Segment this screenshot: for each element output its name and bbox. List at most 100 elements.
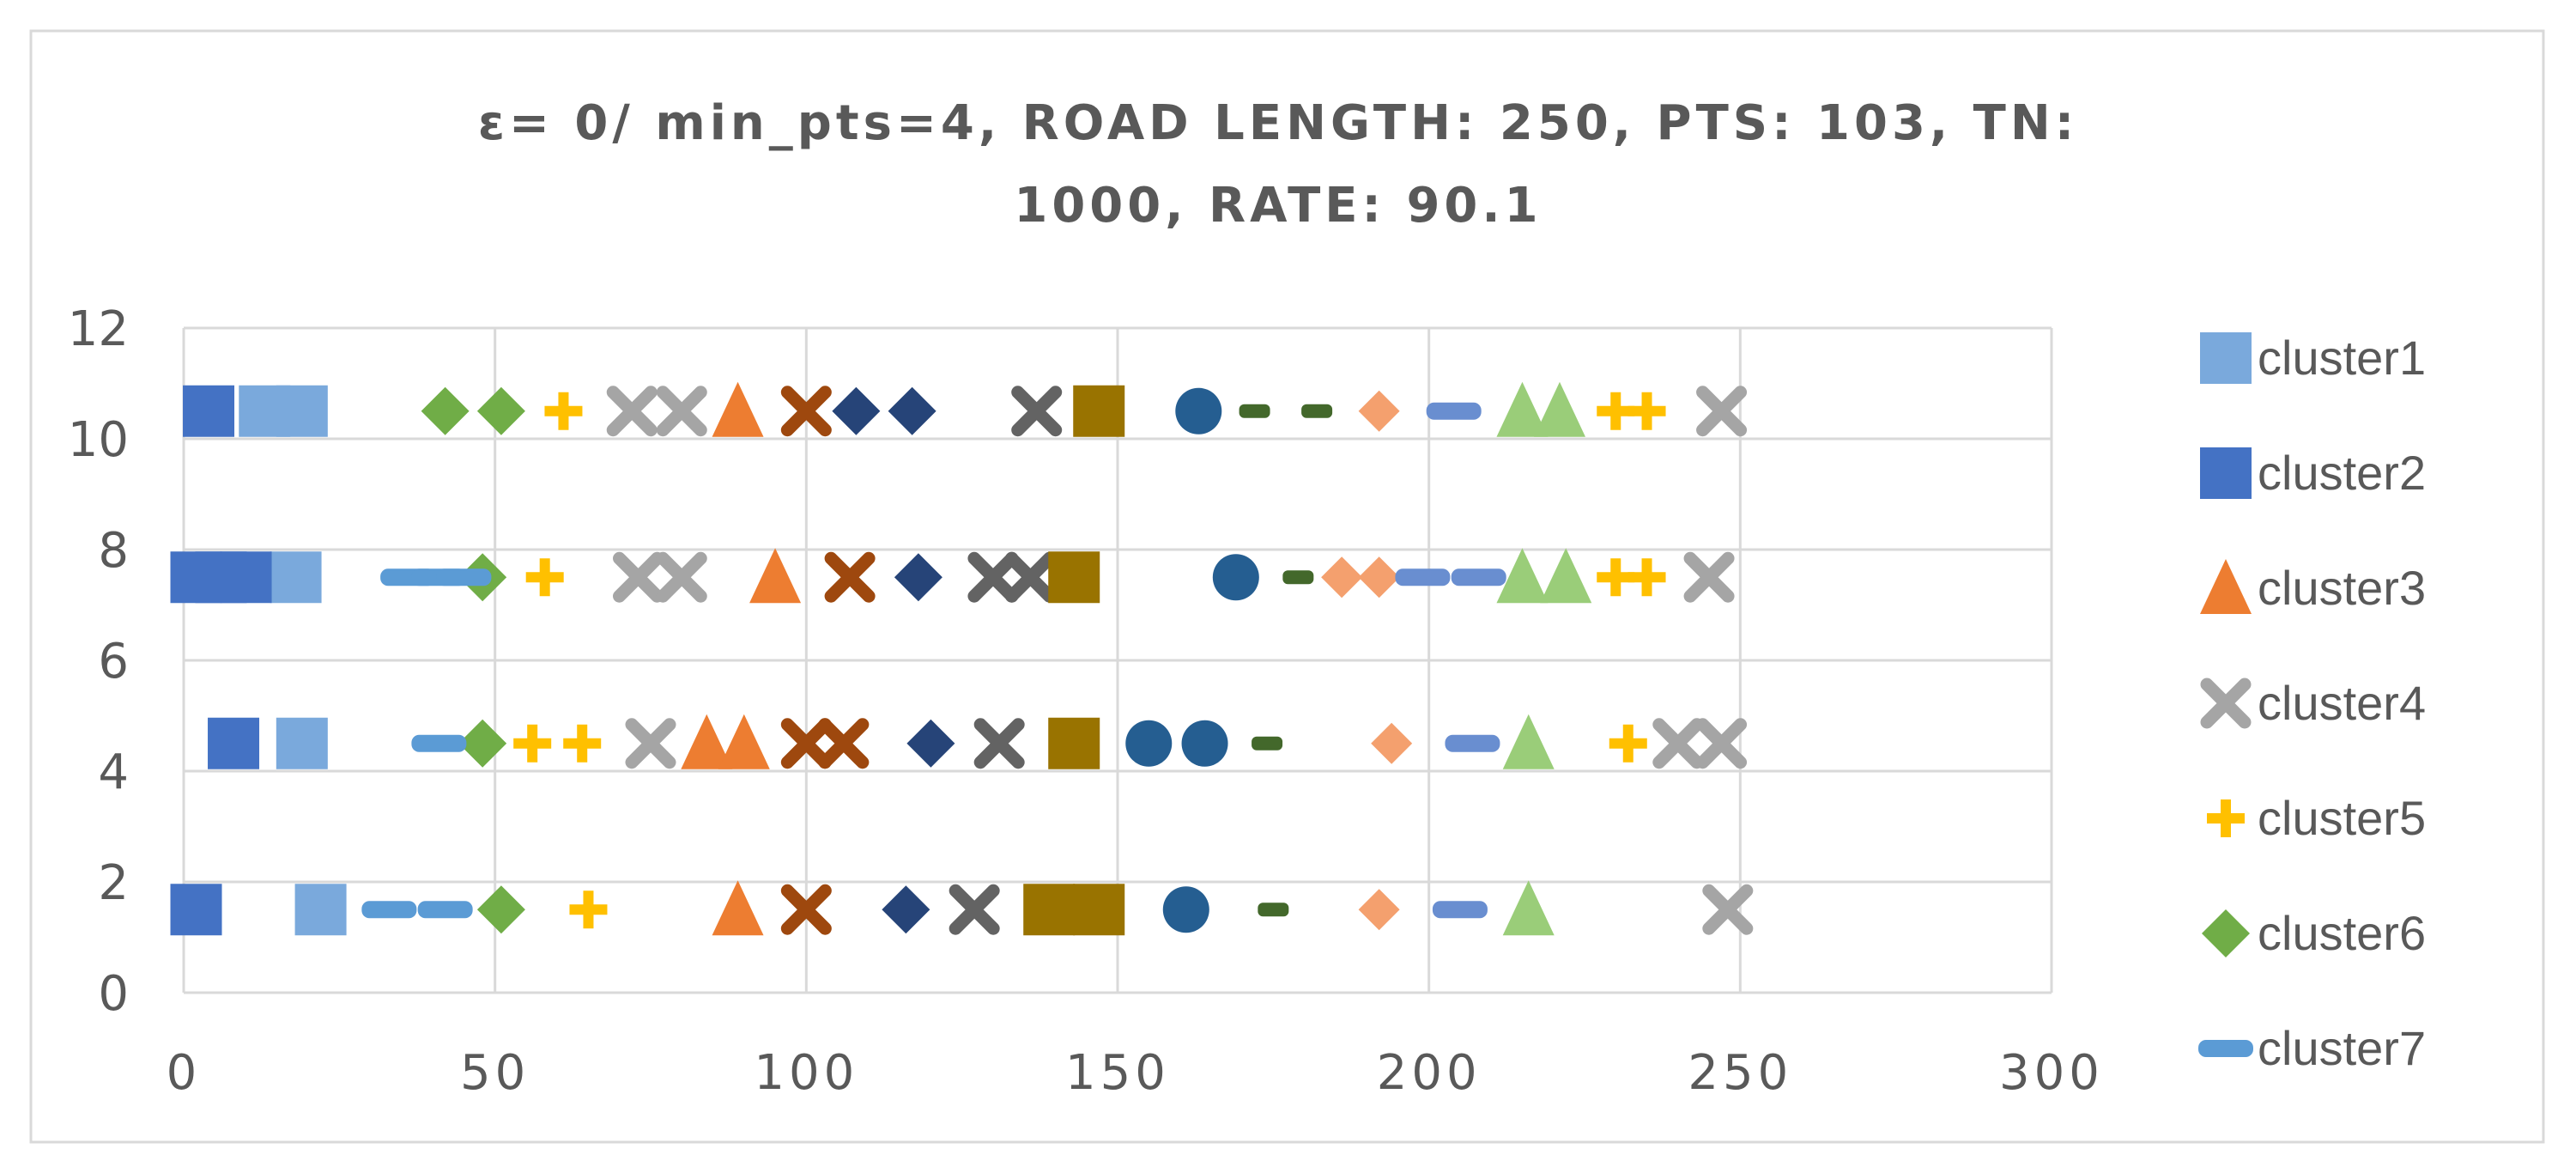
gridlines <box>184 326 2053 993</box>
legend-item-cluster6: cluster6 <box>2202 906 2426 960</box>
data-point <box>780 718 832 769</box>
data-point <box>1652 718 1704 769</box>
legend-marker <box>2200 332 2252 384</box>
series-cluster5 <box>513 392 1666 929</box>
series-extra-15 <box>1496 381 1592 936</box>
legend-label: cluster2 <box>2258 446 2426 500</box>
legend-marker <box>2202 909 2250 957</box>
y-tick-label: 6 <box>98 634 129 690</box>
data-point <box>718 714 770 769</box>
series-extra-14 <box>1395 402 1506 919</box>
data-point <box>1426 402 1482 420</box>
data-point <box>1321 556 1363 599</box>
data-point <box>1502 714 1555 769</box>
data-point <box>1496 548 1549 604</box>
x-tick-label: 50 <box>460 1045 530 1101</box>
legend-item-cluster2: cluster2 <box>2200 446 2426 500</box>
data-point <box>1683 551 1735 603</box>
data-point <box>1358 889 1400 931</box>
legend-label: cluster7 <box>2258 1021 2426 1075</box>
data-point <box>1451 568 1506 586</box>
data-point <box>967 551 1019 603</box>
data-point <box>1252 736 1283 751</box>
data-point <box>1702 884 1754 935</box>
data-point <box>1282 570 1314 585</box>
legend-item-cluster5: cluster5 <box>2207 791 2426 845</box>
data-point <box>458 719 507 768</box>
data-point <box>973 718 1025 769</box>
data-point <box>1371 722 1413 764</box>
legend-marker <box>2200 447 2252 499</box>
y-tick-label: 8 <box>98 523 129 579</box>
data-point <box>1627 392 1666 430</box>
data-point <box>544 392 583 430</box>
legend-item-cluster7: cluster7 <box>2198 1021 2426 1075</box>
data-point <box>1496 381 1549 437</box>
data-point <box>1011 386 1063 437</box>
chart-border <box>29 29 2545 1144</box>
data-point <box>220 551 272 604</box>
data-point <box>656 551 707 603</box>
data-point <box>894 553 943 602</box>
data-point <box>569 890 608 929</box>
data-point <box>1239 404 1270 418</box>
data-point <box>1502 880 1555 936</box>
y-tick-label: 10 <box>68 412 129 468</box>
y-tick-label: 0 <box>98 966 129 1022</box>
data-point <box>1162 886 1209 933</box>
data-point <box>780 884 832 935</box>
data-point <box>832 386 881 435</box>
series-cluster7 <box>361 568 492 919</box>
series-extra-10 <box>1023 385 1125 936</box>
y-tick-label: 2 <box>98 855 129 911</box>
chart-title-line-1: ε= 0/ min_pts=4, ROAD LENGTH: 250, PTS: … <box>478 95 2078 151</box>
data-point <box>270 551 322 604</box>
series-extra-7 <box>780 386 876 935</box>
series-cluster1 <box>239 385 347 936</box>
x-tick-label: 200 <box>1377 1045 1482 1101</box>
data-point <box>1212 554 1259 601</box>
data-point <box>712 381 764 437</box>
legend-label: cluster6 <box>2258 906 2426 960</box>
data-point <box>749 548 802 604</box>
data-point <box>1696 718 1748 769</box>
data-point <box>1445 734 1500 752</box>
chart-title-line-2: 1000, RATE: 90.1 <box>1014 178 1542 234</box>
legend-marker <box>2200 678 2252 729</box>
legend-item-cluster1: cluster1 <box>2200 331 2426 385</box>
data-point <box>949 884 1000 935</box>
legend-item-cluster4: cluster4 <box>2200 676 2426 730</box>
y-tick-label: 12 <box>68 301 129 357</box>
legend-label: cluster3 <box>2258 561 2426 615</box>
data-point <box>170 884 222 936</box>
legend-label: cluster1 <box>2258 331 2426 385</box>
series-extra-12 <box>1239 404 1333 917</box>
data-point <box>1048 717 1100 769</box>
data-point <box>882 885 930 934</box>
data-point <box>1395 568 1451 586</box>
tick-labels: 0 50 100 150 200 250 300 0 2 4 6 8 10 12 <box>68 301 2100 1101</box>
data-point <box>476 885 525 934</box>
series-cluster3 <box>681 381 802 936</box>
data-point <box>294 884 347 936</box>
series-cluster2 <box>170 385 272 936</box>
data-point <box>1358 556 1400 599</box>
data-point <box>276 717 328 769</box>
data-point <box>361 901 417 919</box>
data-point <box>411 734 467 752</box>
data-point <box>525 558 564 597</box>
data-point <box>276 385 328 437</box>
data-point <box>183 385 235 437</box>
legend-label: cluster5 <box>2258 791 2426 845</box>
data-point <box>1073 884 1125 936</box>
data-point <box>612 551 664 603</box>
data-point <box>1023 884 1076 936</box>
data-point <box>681 714 733 769</box>
data-point <box>1358 390 1400 432</box>
data-point <box>1432 901 1488 919</box>
data-point <box>780 386 832 437</box>
data-point <box>1181 720 1228 767</box>
data-point <box>1258 903 1289 917</box>
